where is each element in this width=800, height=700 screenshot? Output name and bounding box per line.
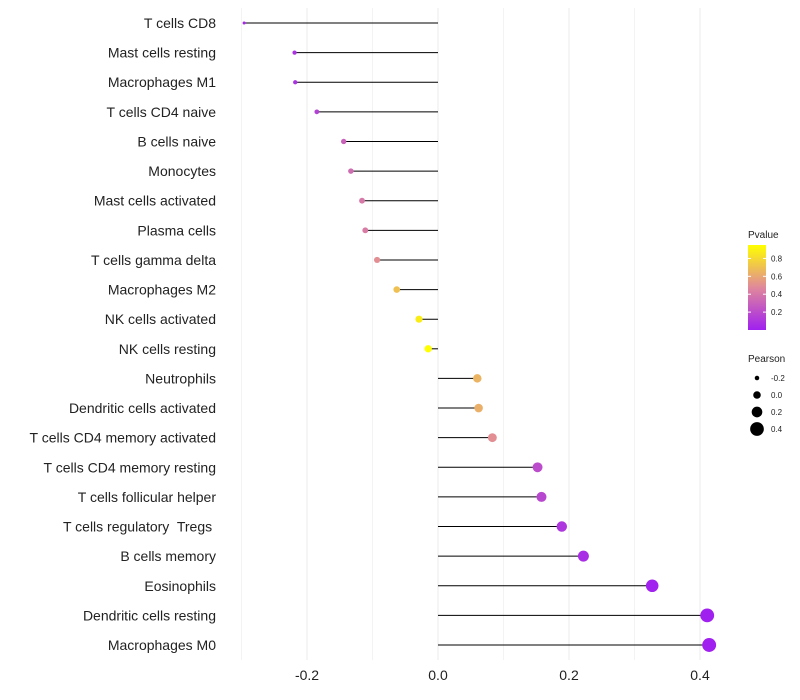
lollipop-point: [702, 638, 717, 652]
size-legend-label: 0.4: [771, 425, 783, 434]
lollipop-point: [700, 608, 715, 623]
category-axis: T cells CD8 Mast cells resting Macrophages…: [30, 15, 217, 653]
category-label: Monocytes: [148, 163, 216, 179]
point-layer: [242, 21, 717, 652]
category-label: T cells gamma delta: [91, 252, 216, 268]
lollipop-point: [556, 521, 568, 532]
size-legend-point: [751, 406, 763, 418]
category-label: Macrophages M1: [108, 74, 216, 90]
lollipop-point: [348, 168, 354, 174]
size-legend-label: -0.2: [771, 374, 785, 383]
category-label: Mast cells activated: [94, 193, 216, 209]
lollipop-point: [474, 403, 483, 413]
category-label: Dendritic cells resting: [83, 607, 216, 623]
x-axis: -0.2 0.0 0.2 0.4: [295, 667, 710, 683]
category-label: Macrophages M0: [108, 637, 216, 653]
category-label: T cells follicular helper: [78, 489, 217, 505]
category-label: T cells regulatory Tregs: [63, 519, 216, 535]
stem-layer: [244, 22, 710, 646]
category-label: Eosinophils: [144, 578, 216, 594]
x-tick-label: 0.4: [690, 667, 710, 683]
lollipop-point: [536, 491, 547, 502]
category-label: T cells CD8: [144, 15, 216, 31]
x-tick-label: -0.2: [295, 667, 319, 683]
category-label: Dendritic cells activated: [69, 400, 216, 416]
lollipop-point: [424, 345, 432, 353]
legend: Pvalue 0.80.60.40.2 Pearson -0.20.00.20.…: [748, 230, 785, 436]
lollipop-point: [362, 227, 369, 234]
colorbar-label: 0.2: [771, 308, 783, 317]
category-label: Macrophages M2: [108, 282, 216, 298]
grid-layer: [241, 8, 701, 660]
category-label: NK cells resting: [119, 341, 216, 357]
lollipop-point: [577, 550, 589, 562]
category-label: Mast cells resting: [108, 45, 216, 61]
lollipop-point: [645, 579, 659, 593]
x-tick-label: 0.2: [559, 667, 579, 683]
category-label: Neutrophils: [145, 370, 216, 386]
colorbar-title: Pvalue: [748, 230, 779, 241]
category-label: T cells CD4 memory resting: [44, 459, 216, 475]
category-label: T cells CD4 naive: [107, 104, 217, 120]
lollipop-point: [374, 256, 381, 264]
size-legend-title: Pearson: [748, 354, 785, 365]
lollipop-point: [473, 374, 482, 383]
colorbar: [748, 245, 766, 330]
size-legend-point: [754, 375, 760, 381]
size-legend-items: -0.2 0.0 0.2 0.4: [750, 374, 785, 436]
category-label: T cells CD4 memory activated: [30, 430, 216, 446]
lollipop-point: [242, 21, 246, 25]
size-legend-point: [753, 391, 761, 399]
category-label: B cells naive: [137, 133, 216, 149]
lollipop-point: [393, 286, 401, 293]
lollipop-point: [293, 80, 298, 85]
colorbar-ticks: 0.8 0.6 0.4 0.2: [748, 254, 783, 317]
lollipop-point: [292, 50, 297, 55]
lollipop-point: [340, 138, 347, 145]
x-tick-label: 0.0: [428, 667, 448, 683]
colorbar-label: 0.8: [771, 254, 783, 263]
category-label: Plasma cells: [137, 222, 216, 238]
lollipop-point: [359, 197, 365, 204]
category-label: NK cells activated: [105, 311, 216, 327]
category-label: B cells memory: [120, 548, 216, 564]
size-legend-label: 0.0: [771, 391, 783, 400]
lollipop-point: [415, 315, 423, 323]
colorbar-label: 0.6: [771, 272, 783, 281]
lollipop-point: [487, 433, 497, 443]
size-legend-point: [750, 422, 764, 436]
colorbar-label: 0.4: [771, 290, 783, 299]
lollipop-point: [532, 462, 543, 473]
size-legend-label: 0.2: [771, 408, 783, 417]
lollipop-point: [314, 109, 320, 115]
